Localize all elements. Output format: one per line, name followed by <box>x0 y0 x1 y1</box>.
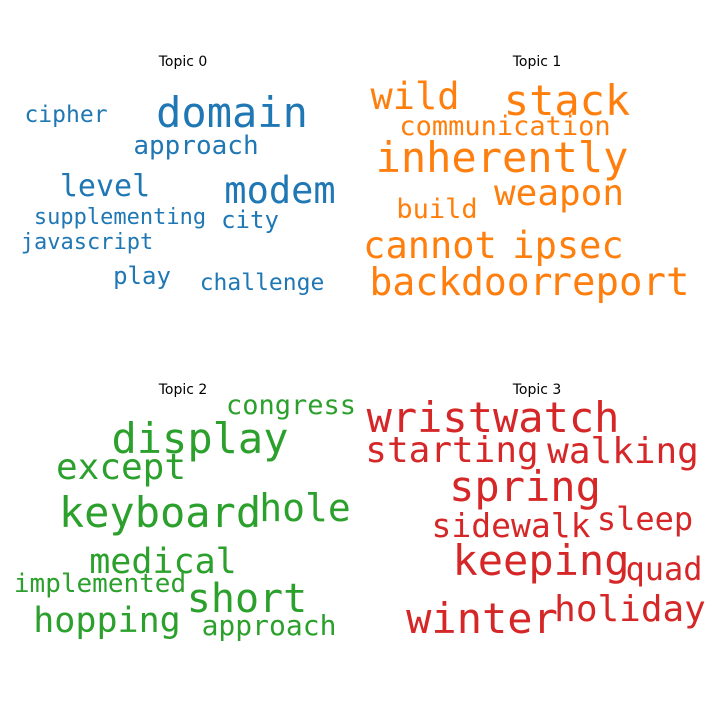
word-wild: wild <box>370 75 459 118</box>
word-hole: hole <box>259 486 351 530</box>
word-keeping: keeping <box>452 536 629 585</box>
word-communication: communication <box>399 111 610 142</box>
word-backdoor: backdoor <box>369 260 552 304</box>
word-sidewalk: sidewalk <box>432 506 591 545</box>
word-city: city <box>221 206 279 234</box>
word-walking: walking <box>547 431 699 472</box>
topic-3-title: Topic 3 <box>512 382 562 398</box>
word-approach: approach <box>202 609 337 642</box>
word-approach: approach <box>133 131 258 161</box>
word-medical: medical <box>89 542 237 582</box>
topic-2-panel: Topic 2 display keyboard short hole except me… <box>14 382 356 642</box>
word-challenge: challenge <box>200 270 325 296</box>
word-keyboard: keyboard <box>59 488 261 537</box>
word-level: level <box>60 169 150 204</box>
word-domain: domain <box>156 88 308 137</box>
word-cipher: cipher <box>24 102 107 128</box>
word-build: build <box>396 194 477 225</box>
word-play: play <box>113 262 171 290</box>
word-ipsec: ipsec <box>512 224 623 267</box>
word-spring: spring <box>449 462 601 511</box>
word-short: short <box>187 576 307 622</box>
word-congress: congress <box>226 390 356 421</box>
word-quad: quad <box>625 550 702 588</box>
word-hopping: hopping <box>33 601 181 641</box>
word-javascript: javascript <box>21 230 153 255</box>
word-starting: starting <box>365 430 538 471</box>
word-inherently: inherently <box>376 133 629 182</box>
topic-2-title: Topic 2 <box>158 382 208 398</box>
word-stack: stack <box>504 76 630 125</box>
topic-3-panel: Topic 3 wristwatch spring keeping winter sta… <box>365 382 706 643</box>
word-modem: modem <box>224 169 335 212</box>
topic-0-title: Topic 0 <box>158 54 208 70</box>
topic-1-title: Topic 1 <box>512 54 562 70</box>
word-except: except <box>56 447 186 488</box>
word-report: report <box>549 260 690 305</box>
topic-3-words: wristwatch spring keeping winter starting wal… <box>365 393 706 643</box>
word-winter: winter <box>406 594 558 643</box>
word-holiday: holiday <box>554 589 706 630</box>
topic-2-words: display keyboard short hole except medical hop… <box>14 390 356 642</box>
word-sleep: sleep <box>597 500 693 538</box>
word-weapon: weapon <box>494 173 624 214</box>
word-implemented: implemented <box>14 569 186 599</box>
topic-0-words: domain modem level approach play city cipher ch… <box>21 88 336 296</box>
word-supplementing: supplementing <box>34 205 206 230</box>
word-display: display <box>111 414 288 463</box>
topic-0-panel: Topic 0 domain modem level approach play city… <box>21 54 336 296</box>
word-cannot: cannot <box>363 224 497 267</box>
word-wristwatch: wristwatch <box>367 393 620 442</box>
